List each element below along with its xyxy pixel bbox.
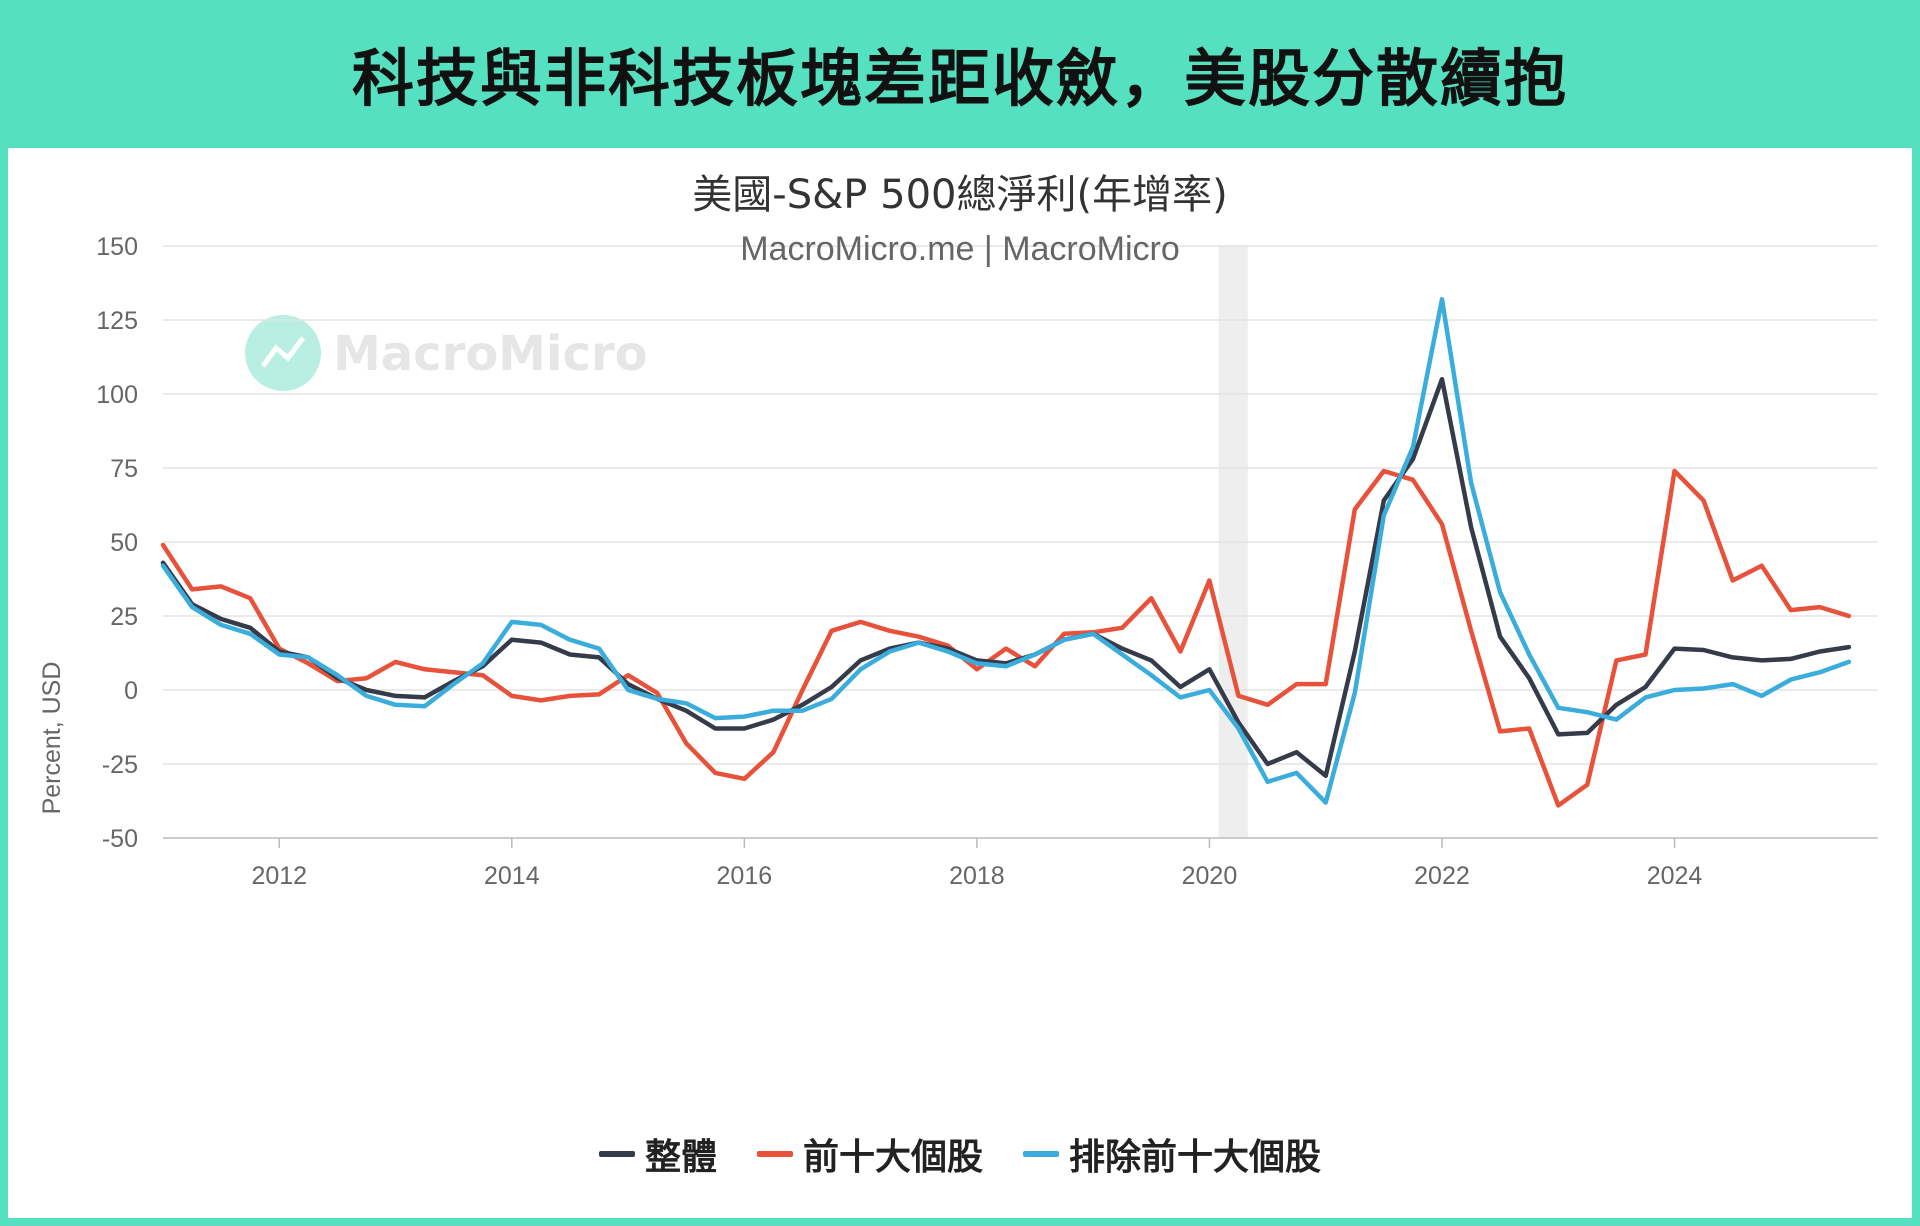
banner-title: 科技與非科技板塊差距收斂，美股分散續抱: [351, 41, 1568, 115]
legend-item-2[interactable]: 排除前十大個股: [1023, 1128, 1321, 1180]
y-tick-label: 25: [110, 603, 138, 631]
legend-label: 整體: [644, 1137, 717, 1178]
chart-panel: MacroMicro 150 125 100 75 50 25 0 -25 -50 2012 20…: [8, 148, 1912, 1218]
x-tick-label: 2018: [949, 862, 1005, 890]
legend-label: 排除前十大個股: [1069, 1137, 1322, 1178]
watermark-chart-icon: [260, 336, 305, 368]
series-line-1[interactable]: [160, 468, 1852, 808]
y-tick-label: 100: [96, 381, 138, 409]
x-tick-label: 2014: [484, 862, 540, 890]
watermark: MacroMicro: [245, 315, 648, 391]
x-tick-label: 2024: [1647, 862, 1703, 890]
series-line-2[interactable]: [160, 297, 1852, 805]
legend-item-1[interactable]: 前十大個股: [756, 1128, 983, 1180]
legend-label: 前十大個股: [802, 1137, 983, 1178]
chart-title: 美國-S&P 500總淨利(年增率): [692, 172, 1228, 218]
x-tick-label: 2012: [251, 862, 307, 890]
y-tick-label: -50: [102, 825, 138, 853]
y-tick-label: -25: [102, 751, 138, 779]
x-tick-label: 2020: [1182, 862, 1238, 890]
legend-item-0[interactable]: 整體: [598, 1128, 717, 1180]
y-tick-label: 0: [124, 677, 138, 705]
legend-swatch: [598, 1151, 635, 1157]
chart-subtitle: MacroMicro.me | MacroMicro: [740, 230, 1180, 268]
y-tick-label: 125: [96, 307, 138, 335]
y-tick-label: 50: [110, 529, 138, 557]
y-axis-label: Percent, USD: [38, 662, 66, 815]
legend-swatch: [756, 1151, 793, 1157]
x-tick-label: 2016: [717, 862, 773, 890]
watermark-text: MacroMicro: [333, 326, 648, 382]
series-line-0[interactable]: [160, 376, 1852, 779]
y-tick-label: 75: [110, 455, 138, 483]
y-tick-label: 150: [96, 233, 138, 261]
legend: 整體 前十大個股 排除前十大個股: [8, 1128, 1912, 1180]
x-tick-label: 2022: [1414, 862, 1470, 890]
chart-plot: MacroMicro 150 125 100 75 50 25 0 -25 -50 2012 20…: [38, 233, 1878, 890]
legend-swatch: [1023, 1151, 1059, 1157]
banner: 科技與非科技板塊差距收斂，美股分散續抱: [0, 0, 1920, 145]
